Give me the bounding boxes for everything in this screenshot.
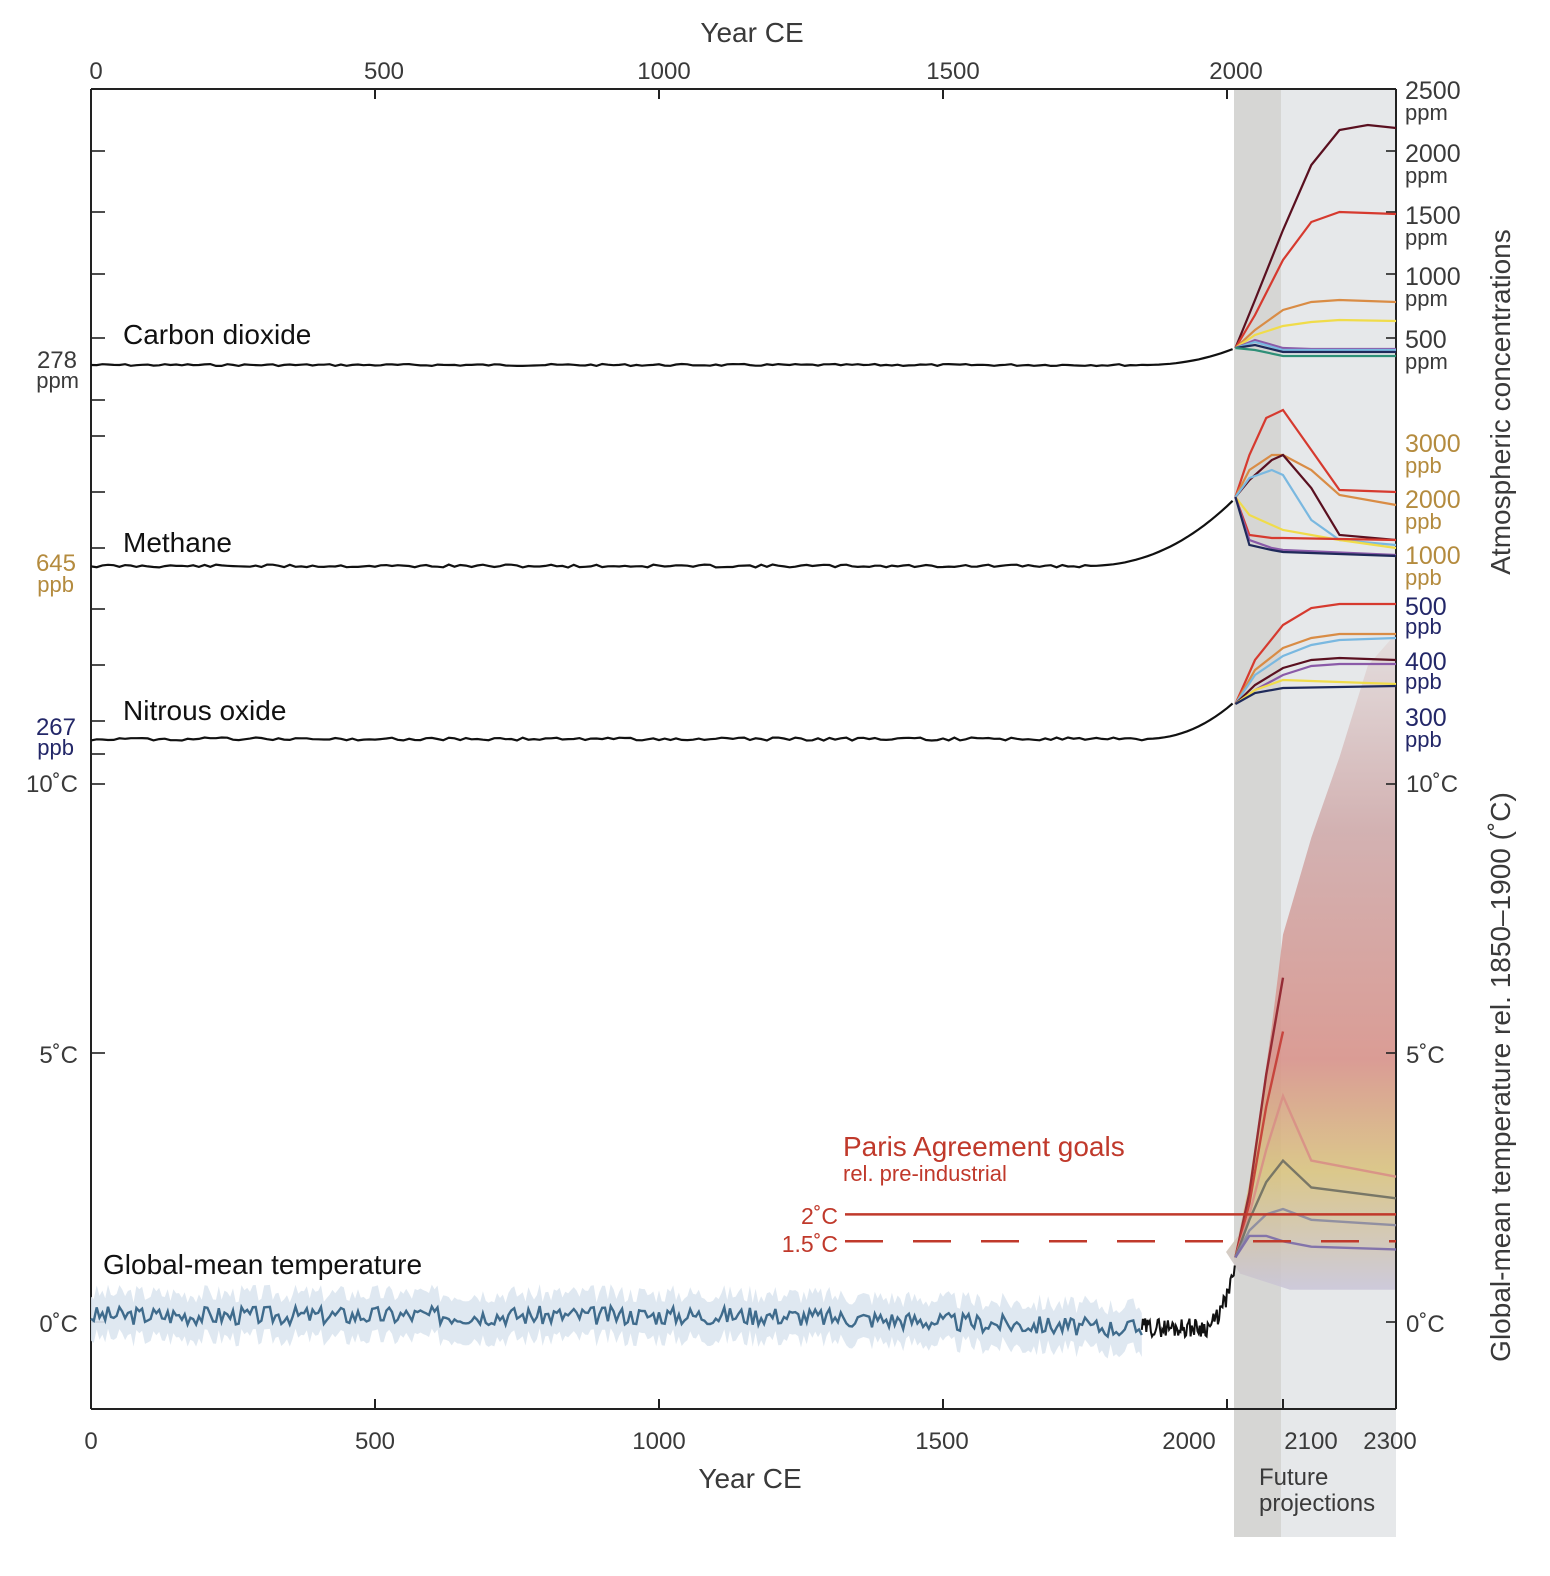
n2o-projection-line xyxy=(1234,656,1397,705)
n2o-projection-line xyxy=(1234,678,1397,705)
paris-2c-label: 2˚C xyxy=(801,1203,838,1229)
temperature-projection-line xyxy=(1234,1092,1397,1258)
bottom-axis-title: Year CE xyxy=(698,1463,801,1494)
right-axis-title-concentration: Atmospheric concentrations xyxy=(1485,229,1516,575)
paris-subtitle: rel. pre-industrial xyxy=(843,1161,1007,1186)
temperature-fan xyxy=(1226,633,1396,1290)
n2o-tick-value: 300 xyxy=(1405,704,1447,732)
bottom-tick-label: 500 xyxy=(355,1428,395,1455)
co2-projection-line xyxy=(1235,343,1396,354)
bottom-tick-label: 2100 xyxy=(1284,1428,1337,1455)
ch4-projection-line xyxy=(1234,496,1397,550)
co2-tick-unit: ppm xyxy=(1405,349,1448,374)
top-tick-label: 500 xyxy=(364,58,404,85)
n2o-tick-value: 500 xyxy=(1405,593,1447,621)
ch4-tick-value: 1000 xyxy=(1405,542,1461,570)
temperature-projection-line xyxy=(1234,1234,1397,1259)
ch4-projection-line xyxy=(1234,496,1397,558)
temperature-reconstruction-line xyxy=(90,1302,1143,1339)
ch4-start-unit: ppb xyxy=(37,572,74,597)
right-temp-tick: 10˚C xyxy=(1406,771,1458,798)
top-tick-label: 2000 xyxy=(1209,58,1262,85)
series-lines xyxy=(90,123,1397,1359)
bottom-tick-label: 1500 xyxy=(915,1428,968,1455)
future-label-line-2: projections xyxy=(1259,1490,1375,1517)
temperature-observed-line xyxy=(1140,1265,1236,1340)
n2o-projection-line xyxy=(1234,632,1396,705)
co2-tick-unit: ppm xyxy=(1405,163,1448,188)
co2-projection-line xyxy=(1234,123,1397,349)
top-tick-label: 1000 xyxy=(637,58,690,85)
co2-tick-unit: ppm xyxy=(1405,225,1448,250)
axis-ticks xyxy=(90,88,1397,1409)
co2-tick-unit: ppm xyxy=(1405,286,1448,311)
top-tick-label: 1500 xyxy=(926,58,979,85)
n2o-projection-line xyxy=(1234,684,1397,705)
future-band-2015-2100 xyxy=(1234,89,1281,1537)
temperature-projection-line xyxy=(1234,1158,1397,1258)
ch4-tick-unit: ppb xyxy=(1405,509,1442,534)
n2o-projection-line xyxy=(1234,636,1397,705)
ch4-projection-line xyxy=(1234,408,1397,498)
left-temp-tick: 10˚C xyxy=(26,771,78,798)
ch4-tick-value: 3000 xyxy=(1405,430,1461,458)
co2-tick-unit: ppm xyxy=(1405,100,1448,125)
bottom-tick-label: 2300 xyxy=(1363,1428,1416,1455)
ch4-label: Methane xyxy=(123,527,232,558)
co2-historical-line xyxy=(90,348,1233,368)
right-temp-tick: 0˚C xyxy=(1406,1311,1445,1338)
bottom-tick-label: 2000 xyxy=(1162,1428,1215,1455)
co2-tick-value: 1500 xyxy=(1405,202,1461,230)
co2-tick-value: 2000 xyxy=(1405,140,1461,168)
co2-start-value: 278 xyxy=(37,347,77,374)
co2-projection-line xyxy=(1235,346,1396,358)
bottom-tick-label: 1000 xyxy=(632,1428,685,1455)
n2o-tick-value: 400 xyxy=(1405,648,1447,676)
temperature-projection-line xyxy=(1234,1031,1285,1258)
co2-projection-line xyxy=(1234,318,1397,349)
top-axis-title: Year CE xyxy=(700,17,803,48)
n2o-start-value: 267 xyxy=(36,714,76,741)
bottom-tick-label: 0 xyxy=(84,1428,97,1455)
n2o-label: Nitrous oxide xyxy=(123,695,286,726)
n2o-projection-line xyxy=(1234,602,1396,705)
co2-projection-line xyxy=(1234,210,1397,349)
temperature-projection-line xyxy=(1234,1207,1397,1258)
temperature-projection-line xyxy=(1234,977,1285,1258)
ch4-projection-line xyxy=(1234,453,1397,542)
n2o-tick-unit: ppb xyxy=(1405,614,1442,639)
paris-15c-label: 1.5˚C xyxy=(782,1231,838,1257)
co2-tick-value: 2500 xyxy=(1405,77,1461,105)
n2o-historical-line xyxy=(90,702,1234,742)
co2-projection-line xyxy=(1235,340,1396,352)
right-temp-tick: 5˚C xyxy=(1406,1042,1445,1069)
co2-label: Carbon dioxide xyxy=(123,319,311,350)
left-temp-tick: 0˚C xyxy=(39,1311,78,1338)
co2-start-unit: ppm xyxy=(36,368,79,393)
co2-tick-value: 1000 xyxy=(1405,263,1461,291)
plot-frame xyxy=(90,88,1397,1410)
ch4-tick-value: 2000 xyxy=(1405,486,1461,514)
text-labels: Year CE 0 500 1000 1500 2000 0 500 1000 … xyxy=(26,17,1516,1517)
n2o-tick-unit: ppb xyxy=(1405,669,1442,694)
co2-tick-value: 500 xyxy=(1405,326,1447,354)
ch4-historical-line xyxy=(90,500,1234,569)
paris-title: Paris Agreement goals xyxy=(843,1131,1125,1162)
future-label-line-1: Future xyxy=(1259,1464,1328,1491)
top-tick-label: 0 xyxy=(89,58,102,85)
left-temp-tick: 5˚C xyxy=(39,1042,78,1069)
temperature-fan-area xyxy=(1226,633,1396,1290)
ch4-tick-unit: ppb xyxy=(1405,565,1442,590)
co2-projection-line xyxy=(1234,298,1397,349)
n2o-tick-unit: ppb xyxy=(1405,727,1442,752)
ch4-start-value: 645 xyxy=(36,550,76,577)
right-axis-title-temperature: Global-mean temperature rel. 1850–1900 (… xyxy=(1485,792,1516,1362)
n2o-start-unit: ppb xyxy=(37,735,74,760)
ch4-tick-unit: ppb xyxy=(1405,453,1442,478)
temperature-label: Global-mean temperature xyxy=(103,1249,422,1280)
